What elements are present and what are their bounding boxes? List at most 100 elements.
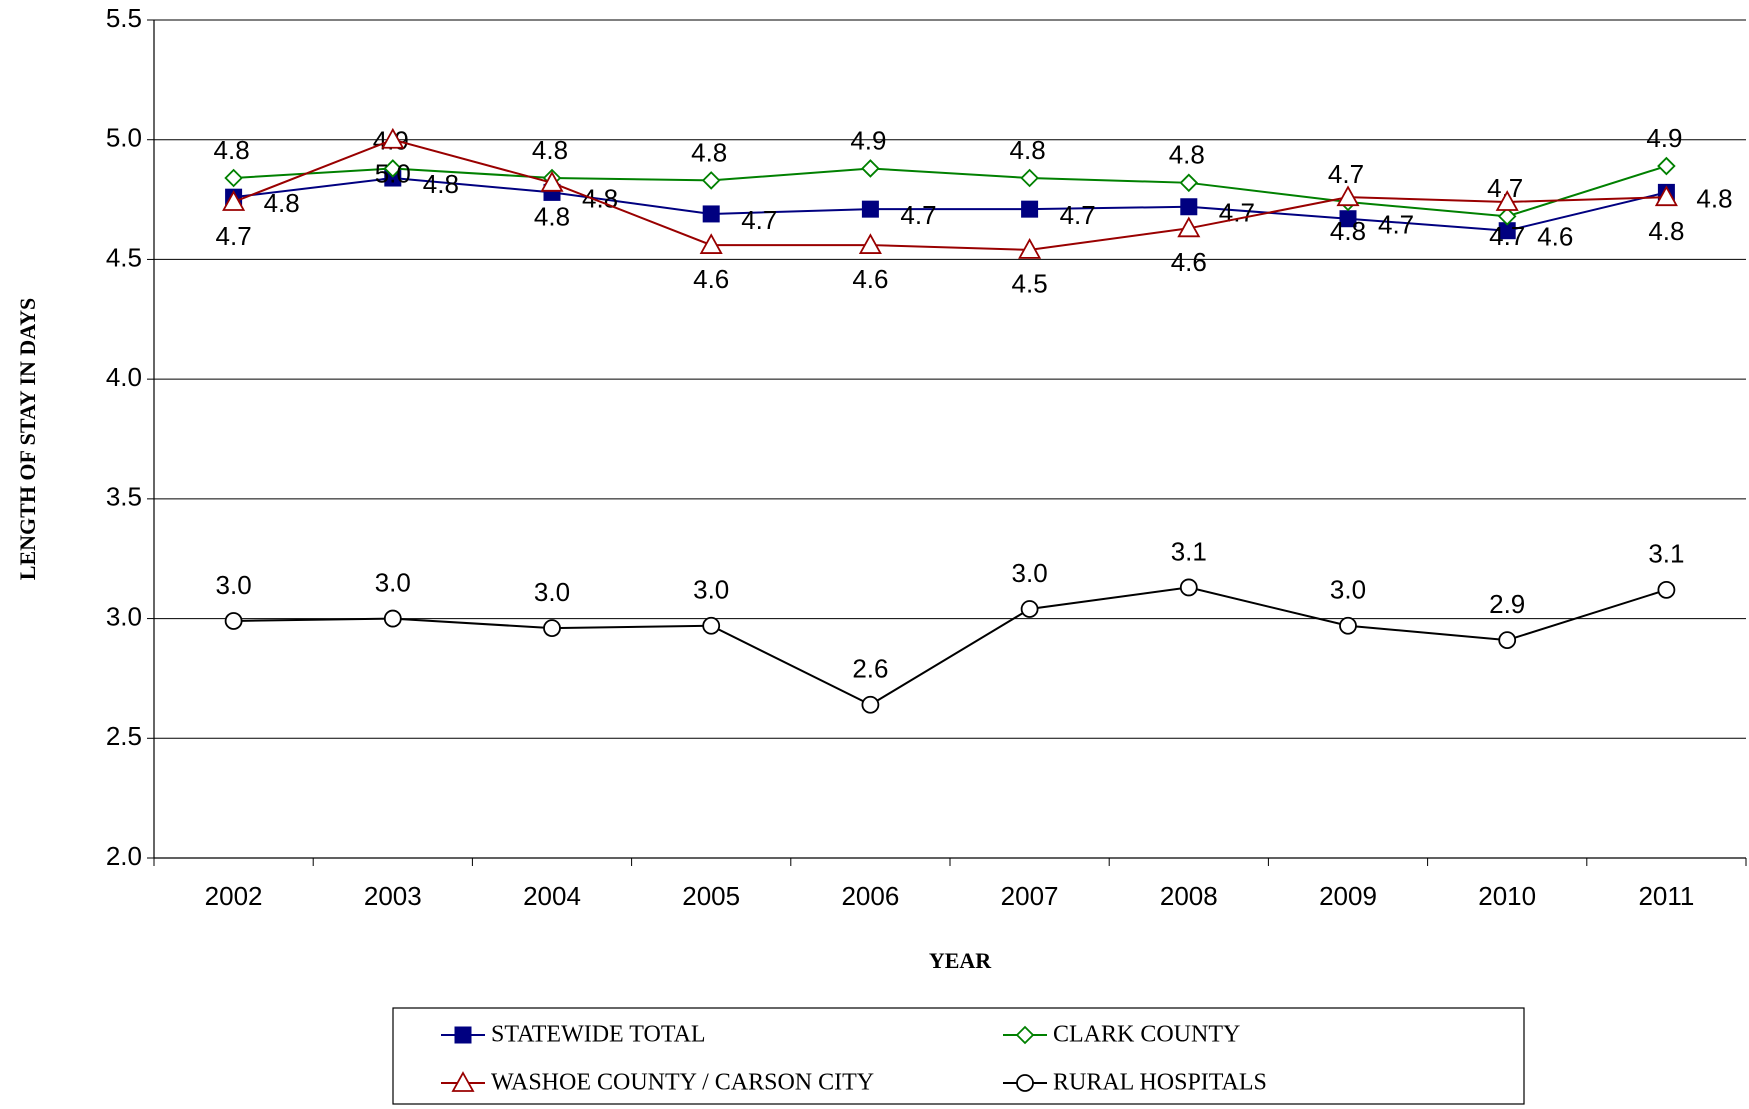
data-label: 4.5 (1012, 269, 1048, 299)
legend-label: WASHOE COUNTY / CARSON CITY (491, 1070, 874, 1096)
data-label: 3.1 (1648, 539, 1684, 569)
marker (381, 127, 405, 149)
marker (1339, 616, 1357, 635)
data-label: 4.6 (1537, 222, 1573, 252)
series-line (233, 177, 1667, 232)
data-label: 4.8 (264, 188, 300, 218)
data-label: 4.7 (1378, 210, 1414, 240)
x-tick-label: 2005 (682, 881, 740, 911)
data-label: 3.0 (375, 567, 411, 597)
data-label: 3.0 (1330, 575, 1366, 605)
data-label: 4.8 (532, 135, 568, 165)
data-label: 3.0 (534, 577, 570, 607)
marker (1020, 168, 1039, 188)
x-tick-label: 2006 (841, 881, 899, 911)
marker (540, 170, 564, 192)
data-label: 4.6 (693, 264, 729, 294)
legend-marker (1015, 1025, 1035, 1045)
data-label: 3.0 (1012, 558, 1048, 588)
marker (1021, 200, 1039, 218)
marker (224, 168, 243, 188)
marker (1497, 207, 1517, 226)
legend-box (392, 1007, 1525, 1105)
marker (222, 190, 246, 211)
data-label: 2.6 (852, 654, 888, 684)
x-axis-label: YEAR (929, 948, 992, 973)
data-label: 4.8 (1010, 135, 1046, 165)
marker (701, 171, 721, 190)
series-line (233, 586, 1667, 706)
y-tick-label: 4.5 (106, 242, 142, 272)
x-tick-label: 2011 (1638, 881, 1694, 911)
y-tick-label: 3.5 (106, 482, 142, 512)
data-label: 5.0 (375, 159, 411, 189)
marker (699, 233, 723, 254)
data-label: 4.7 (900, 200, 936, 230)
marker (1495, 190, 1519, 211)
data-label: 3.0 (693, 575, 729, 605)
y-tick-label: 4.0 (106, 362, 142, 392)
marker (383, 609, 402, 628)
x-tick-label: 2008 (1160, 881, 1218, 911)
data-label: 4.6 (852, 264, 888, 294)
y-tick-label: 2.0 (106, 841, 142, 871)
y-axis-label: LENGTH OF STAY IN DAYS (15, 298, 40, 580)
y-tick-label: 5.0 (106, 123, 142, 153)
data-label: 4.7 (216, 221, 252, 251)
data-label: 4.8 (1696, 183, 1732, 213)
marker (1657, 156, 1676, 176)
legend-label: CLARK COUNTY (1053, 1022, 1240, 1048)
marker (543, 619, 561, 638)
marker (702, 616, 721, 635)
data-label: 4.7 (741, 205, 777, 235)
x-tick-label: 2004 (523, 881, 581, 911)
data-label: 4.8 (534, 202, 570, 232)
marker (861, 200, 879, 218)
legend-label: RURAL HOSPITALS (1053, 1070, 1267, 1096)
data-label: 4.8 (1169, 140, 1205, 170)
data-label: 3.1 (1171, 536, 1207, 566)
x-tick-label: 2002 (205, 881, 263, 911)
y-tick-label: 3.0 (106, 601, 142, 631)
data-label: 4.7 (1060, 200, 1096, 230)
x-tick-label: 2010 (1478, 881, 1536, 911)
marker (1018, 237, 1042, 259)
legend-marker (1016, 1074, 1034, 1092)
data-label: 4.9 (850, 125, 886, 155)
series-line (233, 138, 1667, 251)
legend-marker (451, 1071, 475, 1092)
data-label: 4.8 (691, 137, 727, 167)
y-tick-label: 5.5 (106, 3, 142, 33)
data-label: 4.9 (1646, 123, 1682, 153)
x-tick-label: 2003 (364, 881, 422, 911)
marker (224, 612, 243, 630)
data-label: 4.8 (423, 169, 459, 199)
data-label: 4.8 (1330, 216, 1366, 246)
data-label: 4.8 (1648, 216, 1684, 246)
data-label: 2.9 (1489, 589, 1525, 619)
x-tick-label: 2007 (1001, 881, 1059, 911)
data-label: 4.8 (214, 135, 250, 165)
data-label: 4.7 (1489, 221, 1525, 251)
y-tick-label: 2.5 (106, 721, 142, 751)
marker (1179, 578, 1198, 597)
marker (383, 159, 403, 178)
marker (1498, 631, 1517, 650)
marker (1336, 185, 1360, 207)
x-tick-label: 2009 (1319, 881, 1377, 911)
marker (1179, 173, 1199, 193)
marker (861, 159, 880, 178)
marker (1180, 198, 1198, 216)
data-label: 4.7 (1328, 159, 1364, 189)
data-label: 3.0 (216, 570, 252, 600)
marker (1657, 580, 1676, 599)
marker (1020, 600, 1039, 618)
legend-label: STATEWIDE TOTAL (491, 1022, 706, 1048)
series-line (233, 165, 1667, 218)
marker (702, 205, 720, 223)
marker (858, 233, 882, 254)
marker (861, 695, 880, 714)
marker (1177, 216, 1201, 238)
data-label: 4.7 (1219, 198, 1255, 228)
